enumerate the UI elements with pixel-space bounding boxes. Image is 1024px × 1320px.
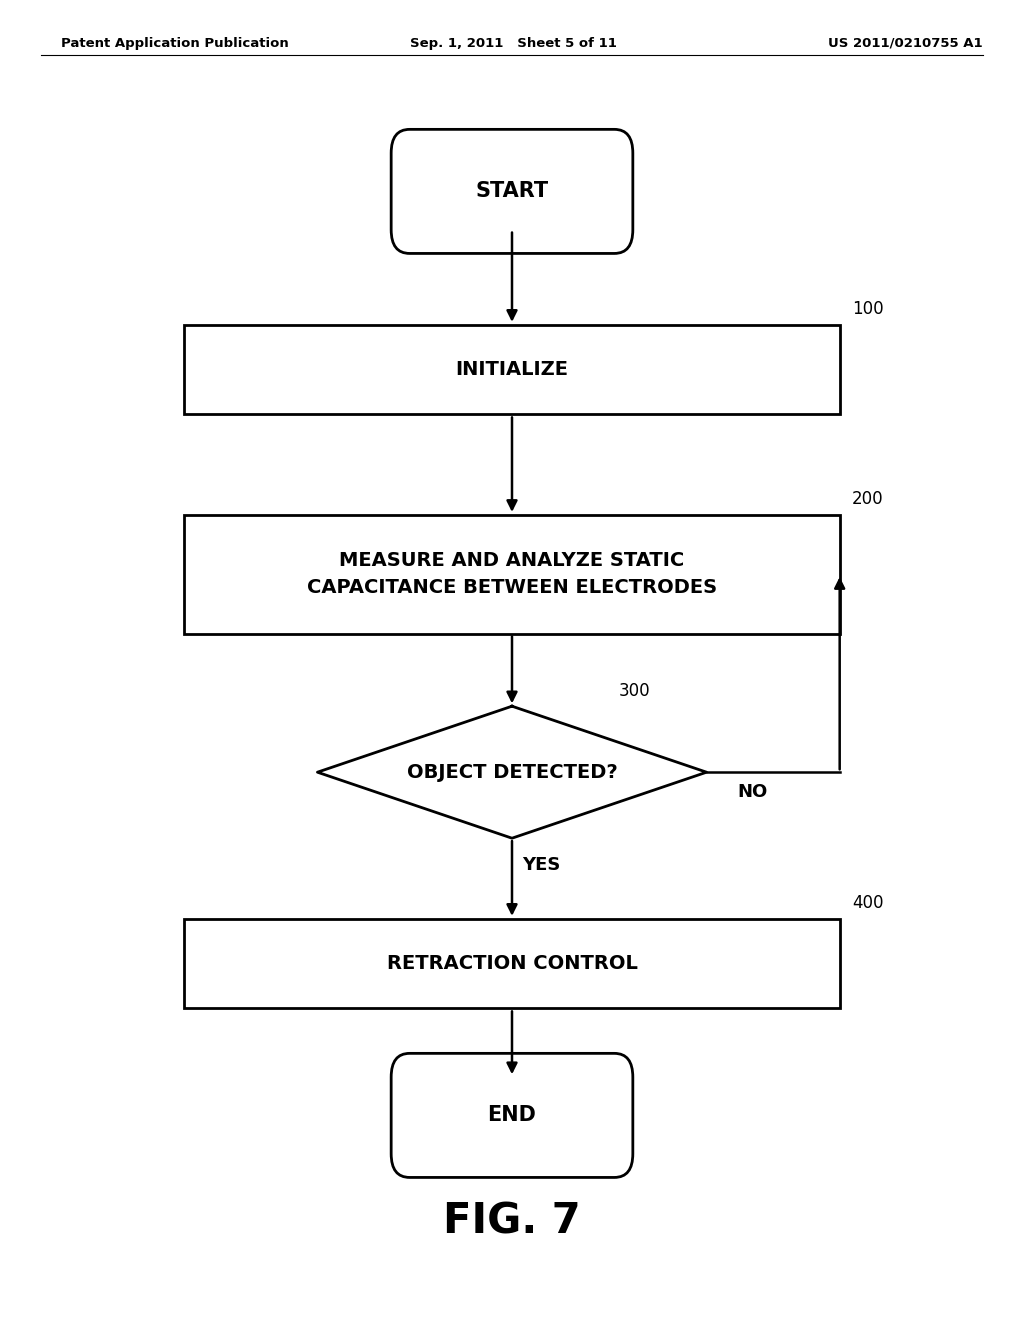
Text: NO: NO [737, 783, 768, 801]
Text: 300: 300 [618, 681, 650, 700]
Text: 400: 400 [852, 894, 884, 912]
Text: Patent Application Publication: Patent Application Publication [61, 37, 289, 50]
Text: MEASURE AND ANALYZE STATIC
CAPACITANCE BETWEEN ELECTRODES: MEASURE AND ANALYZE STATIC CAPACITANCE B… [307, 552, 717, 597]
FancyBboxPatch shape [391, 129, 633, 253]
Text: RETRACTION CONTROL: RETRACTION CONTROL [387, 954, 637, 973]
Text: 100: 100 [852, 300, 884, 318]
Bar [184, 325, 840, 414]
Text: INITIALIZE: INITIALIZE [456, 360, 568, 379]
Text: FIG. 7: FIG. 7 [443, 1200, 581, 1242]
Text: US 2011/0210755 A1: US 2011/0210755 A1 [828, 37, 983, 50]
Text: 200: 200 [852, 490, 884, 508]
Bar [184, 919, 840, 1008]
Text: OBJECT DETECTED?: OBJECT DETECTED? [407, 763, 617, 781]
Text: YES: YES [522, 855, 560, 874]
Text: START: START [475, 181, 549, 202]
FancyBboxPatch shape [391, 1053, 633, 1177]
Text: END: END [487, 1105, 537, 1126]
Bar [184, 515, 840, 634]
Polygon shape [317, 706, 707, 838]
Text: Sep. 1, 2011   Sheet 5 of 11: Sep. 1, 2011 Sheet 5 of 11 [410, 37, 616, 50]
